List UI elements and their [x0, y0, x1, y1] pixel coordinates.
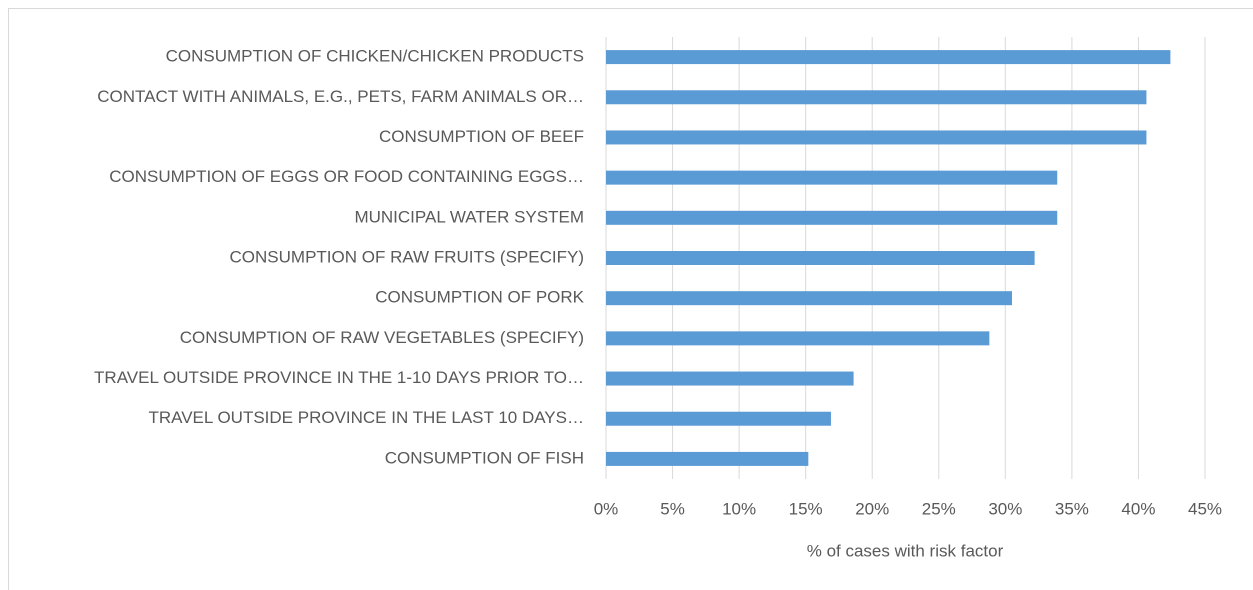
y-tick-label: CONTACT WITH ANIMALS, E.G., PETS, FARM A…: [97, 87, 584, 106]
x-tick-label: 10%: [722, 499, 756, 518]
bar: [606, 170, 1058, 185]
y-tick-label: CONSUMPTION OF RAW FRUITS (SPECIFY): [230, 247, 584, 266]
x-tick-label: 0%: [594, 499, 619, 518]
bar: [606, 210, 1058, 225]
x-tick-label: 15%: [789, 499, 823, 518]
x-tick-label: 5%: [660, 499, 685, 518]
x-tick-label: 20%: [855, 499, 889, 518]
y-tick-label: TRAVEL OUTSIDE PROVINCE IN THE 1-10 DAYS…: [94, 368, 584, 387]
y-tick-label: CONSUMPTION OF CHICKEN/CHICKEN PRODUCTS: [166, 47, 584, 66]
y-tick-label: CONSUMPTION OF FISH: [385, 448, 584, 467]
bar: [606, 291, 1012, 306]
x-tick-label: 45%: [1188, 499, 1222, 518]
y-tick-label: CONSUMPTION OF EGGS OR FOOD CONTAINING E…: [109, 167, 584, 186]
y-tick-label: TRAVEL OUTSIDE PROVINCE IN THE LAST 10 D…: [148, 408, 584, 427]
bar: [606, 331, 990, 346]
y-tick-label: CONSUMPTION OF RAW VEGETABLES (SPECIFY): [180, 328, 584, 347]
bar: [606, 451, 809, 466]
bar: [606, 411, 831, 426]
bar: [606, 371, 854, 386]
bar: [606, 251, 1035, 265]
bar: [606, 130, 1147, 145]
bar: [606, 90, 1147, 105]
x-tick-label: 40%: [1121, 499, 1155, 518]
y-tick-label: CONSUMPTION OF BEEF: [379, 127, 584, 146]
x-tick-label: 35%: [1055, 499, 1089, 518]
y-tick-label: MUNICIPAL WATER SYSTEM: [354, 207, 584, 226]
x-axis-title: % of cases with risk factor: [807, 541, 1004, 560]
x-tick-label: 30%: [988, 499, 1022, 518]
y-tick-label: CONSUMPTION OF PORK: [375, 288, 584, 307]
x-tick-label: 25%: [922, 499, 956, 518]
chart-frame: [8, 8, 1253, 590]
bar: [606, 50, 1171, 65]
